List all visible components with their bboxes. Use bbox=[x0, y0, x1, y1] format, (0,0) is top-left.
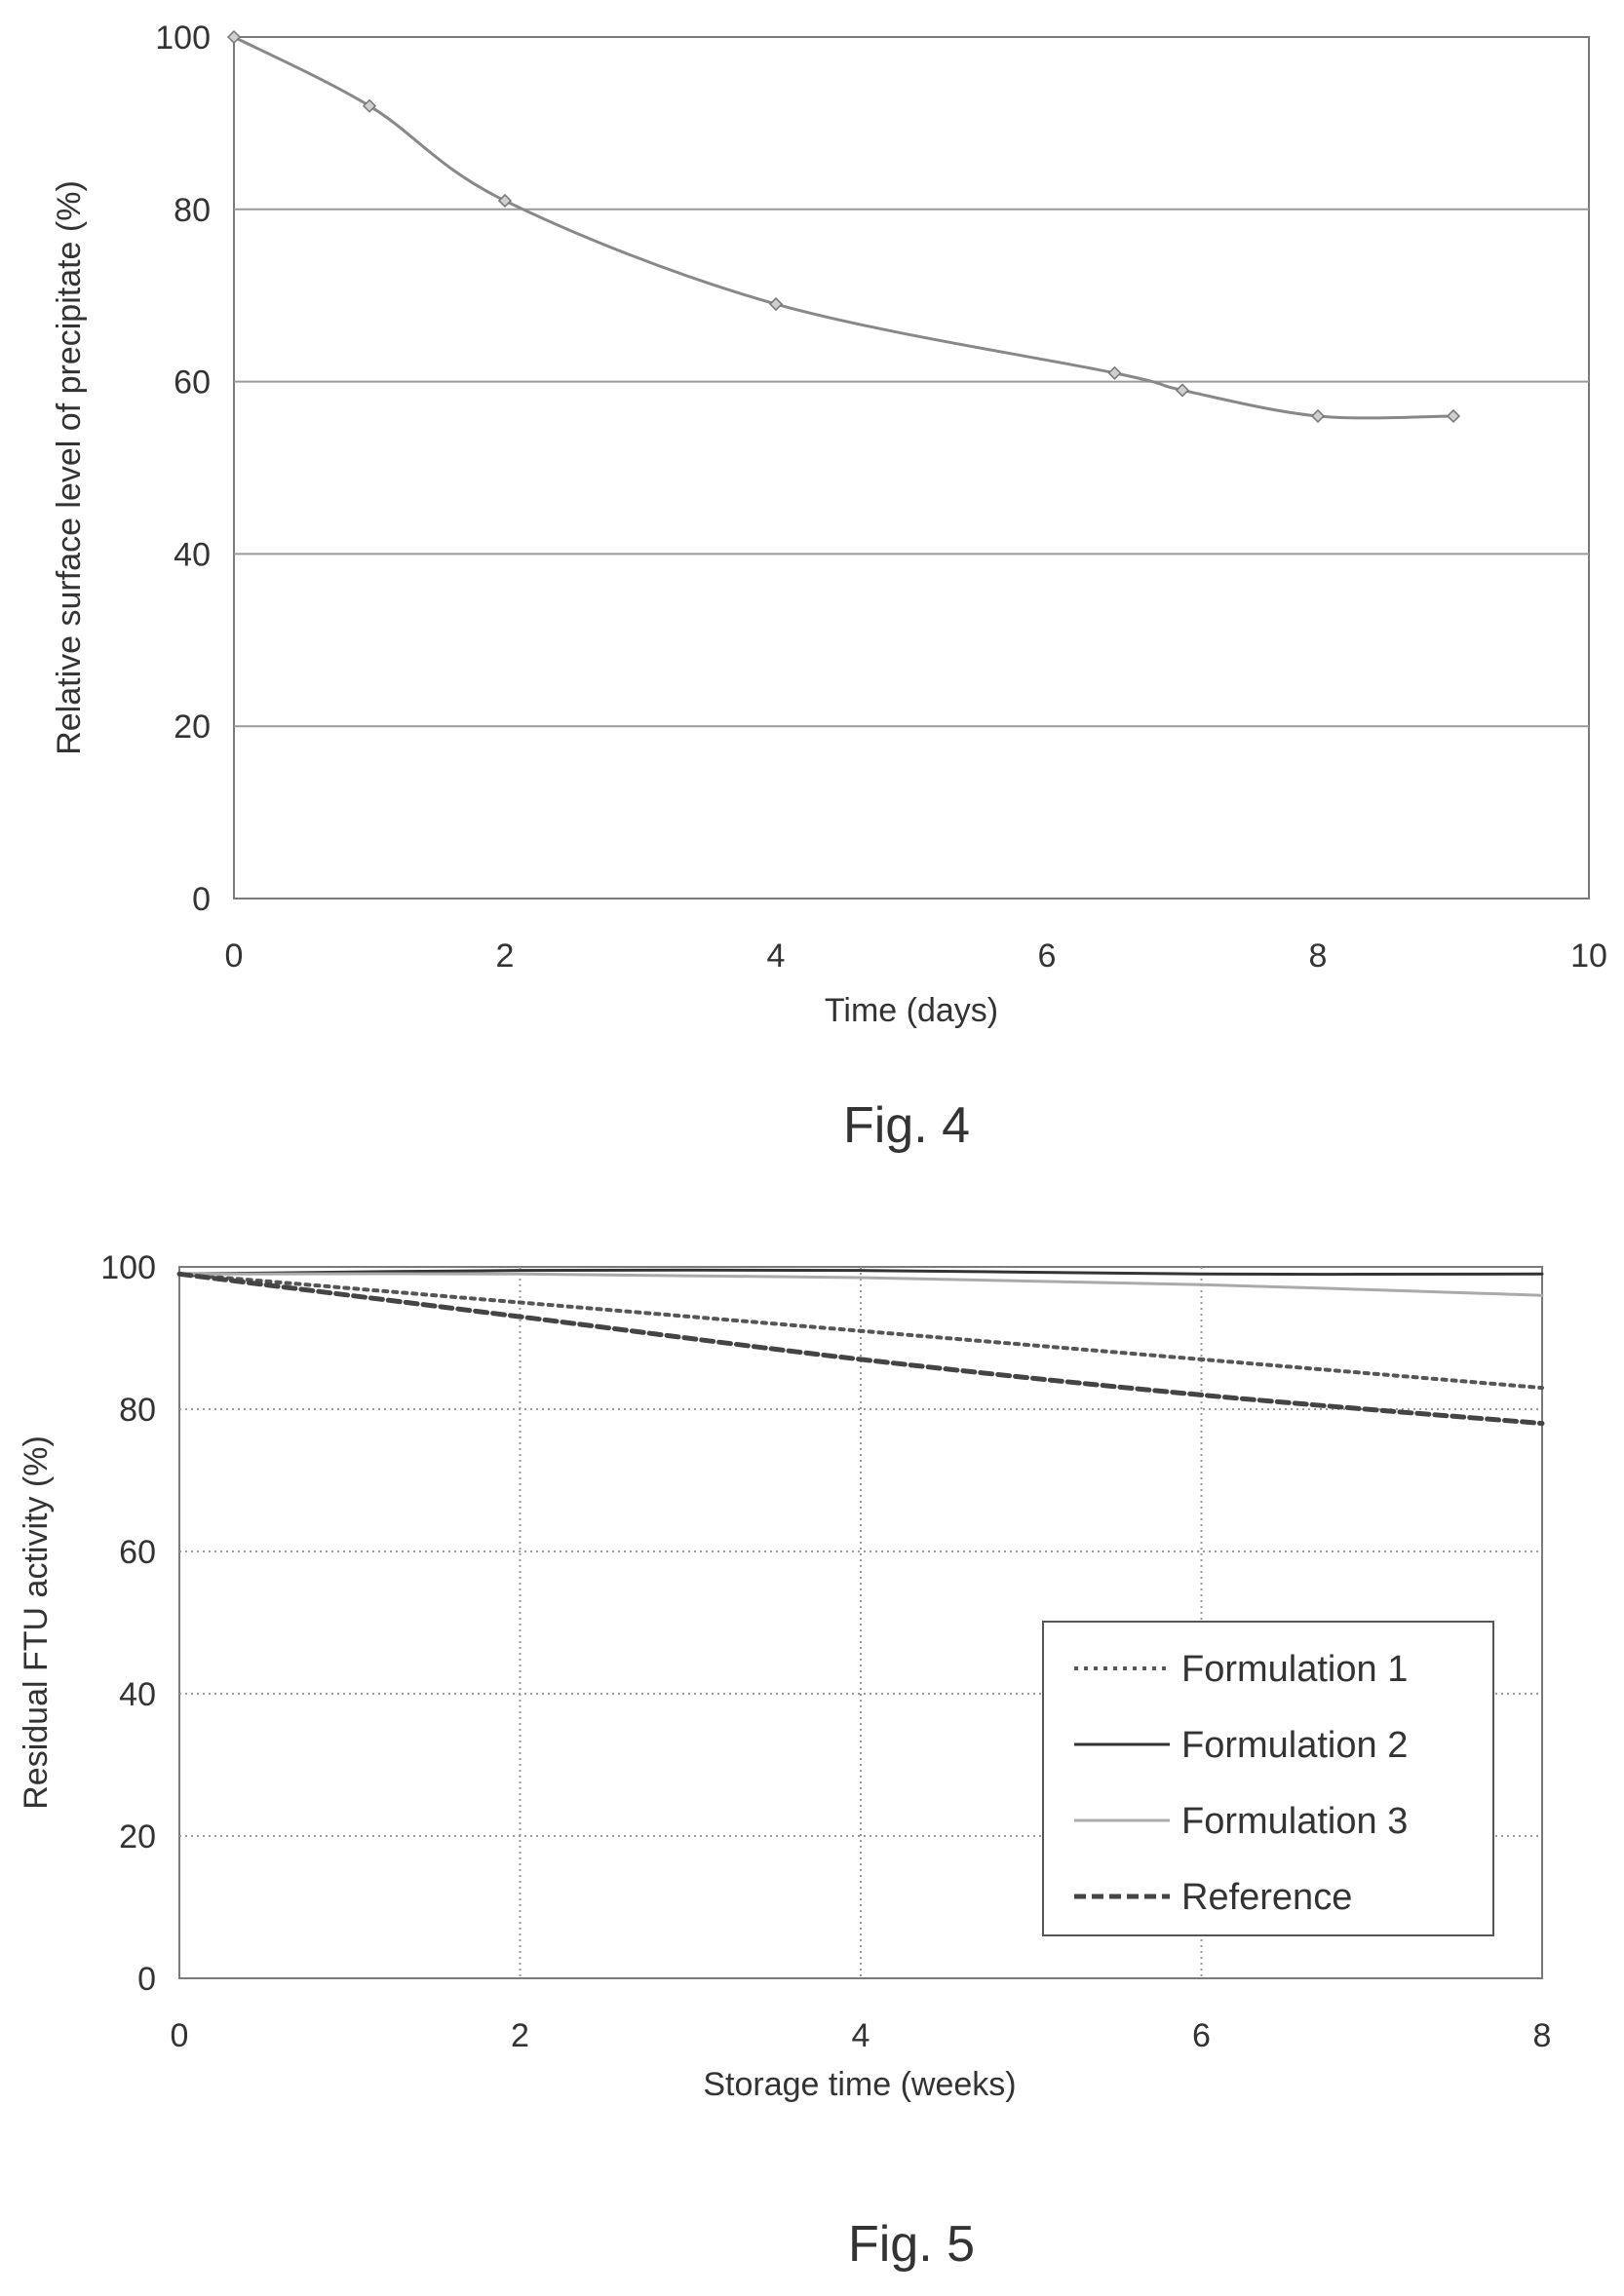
y-tick-label: 0 bbox=[192, 881, 211, 918]
series-line-reference bbox=[176, 1271, 1545, 1427]
x-tick-label: 2 bbox=[496, 938, 515, 975]
x-tick-label: 0 bbox=[225, 938, 244, 975]
data-point-marker bbox=[1446, 408, 1461, 424]
data-point-marker bbox=[1107, 365, 1122, 380]
fig4-plot-frame bbox=[233, 36, 1590, 899]
legend-label: Reference bbox=[1181, 1877, 1352, 1918]
y-tick-label: 100 bbox=[155, 19, 211, 57]
fig5-tick-labels: 0 20 40 60 80 100 0 2 4 6 8 bbox=[100, 1249, 1551, 2054]
fig5-legend-items: Formulation 1 Formulation 2 Formulation 3 R… bbox=[1074, 1649, 1408, 1918]
x-tick-label: 6 bbox=[1038, 938, 1057, 975]
legend-label: Formulation 2 bbox=[1181, 1725, 1408, 1766]
fig5-y-axis-title: Residual FTU activity (%) bbox=[18, 1435, 55, 1810]
y-tick-label: 40 bbox=[174, 536, 211, 573]
fig4-x-axis-title: Time (days) bbox=[825, 992, 998, 1029]
series-line-formulation-3 bbox=[177, 1272, 1544, 1297]
x-tick-label: 4 bbox=[767, 938, 786, 975]
y-tick-label: 20 bbox=[174, 708, 211, 746]
fig5-series bbox=[176, 1268, 1545, 1427]
y-tick-label: 60 bbox=[174, 364, 211, 402]
fig4-y-axis-title: Relative surface level of precipitate (%… bbox=[51, 180, 88, 755]
x-tick-label: 4 bbox=[852, 2017, 870, 2054]
y-tick-label: 100 bbox=[100, 1249, 156, 1286]
y-tick-label: 60 bbox=[119, 1534, 156, 1571]
fig5-x-axis-title: Storage time (weeks) bbox=[703, 2066, 1016, 2103]
legend-label: Formulation 3 bbox=[1181, 1801, 1408, 1842]
fig5-legend-box bbox=[1042, 1621, 1494, 1936]
series-line-formulation-1 bbox=[177, 1272, 1544, 1391]
fig4-gridlines bbox=[234, 208, 1589, 728]
y-tick-label: 80 bbox=[174, 192, 211, 229]
data-point-marker bbox=[768, 296, 784, 312]
fig5-legend: Formulation 1 Formulation 2 Formulation 3 R… bbox=[1042, 1621, 1494, 1936]
data-point-marker bbox=[1175, 383, 1190, 398]
x-tick-label: 2 bbox=[511, 2017, 529, 2054]
y-tick-label: 20 bbox=[119, 1818, 156, 1856]
y-tick-label: 0 bbox=[137, 1961, 156, 1998]
x-tick-label: 8 bbox=[1309, 938, 1328, 975]
x-tick-label: 6 bbox=[1192, 2017, 1211, 2054]
fig4-caption: Fig. 4 bbox=[843, 1097, 970, 1154]
data-point-marker bbox=[226, 29, 242, 45]
y-tick-label: 40 bbox=[119, 1676, 156, 1713]
fig4-series bbox=[226, 29, 1461, 424]
x-tick-label: 0 bbox=[171, 2017, 189, 2054]
fig4-chart: 0 20 40 60 80 100 0 2 4 6 8 10 Time (days) Relative… bbox=[51, 19, 1607, 1154]
fig5-caption: Fig. 5 bbox=[848, 2216, 975, 2273]
data-point-marker bbox=[497, 193, 513, 209]
legend-label: Formulation 1 bbox=[1181, 1649, 1408, 1690]
fig4-tick-labels: 0 20 40 60 80 100 0 2 4 6 8 10 bbox=[155, 19, 1607, 975]
data-point-marker bbox=[362, 98, 377, 113]
x-tick-label: 8 bbox=[1533, 2017, 1552, 2054]
y-tick-label: 80 bbox=[119, 1392, 156, 1429]
x-tick-label: 10 bbox=[1570, 938, 1607, 975]
series-line-formulation-2 bbox=[177, 1268, 1544, 1277]
data-point-marker bbox=[1310, 408, 1326, 424]
series-line-data bbox=[232, 35, 1455, 420]
